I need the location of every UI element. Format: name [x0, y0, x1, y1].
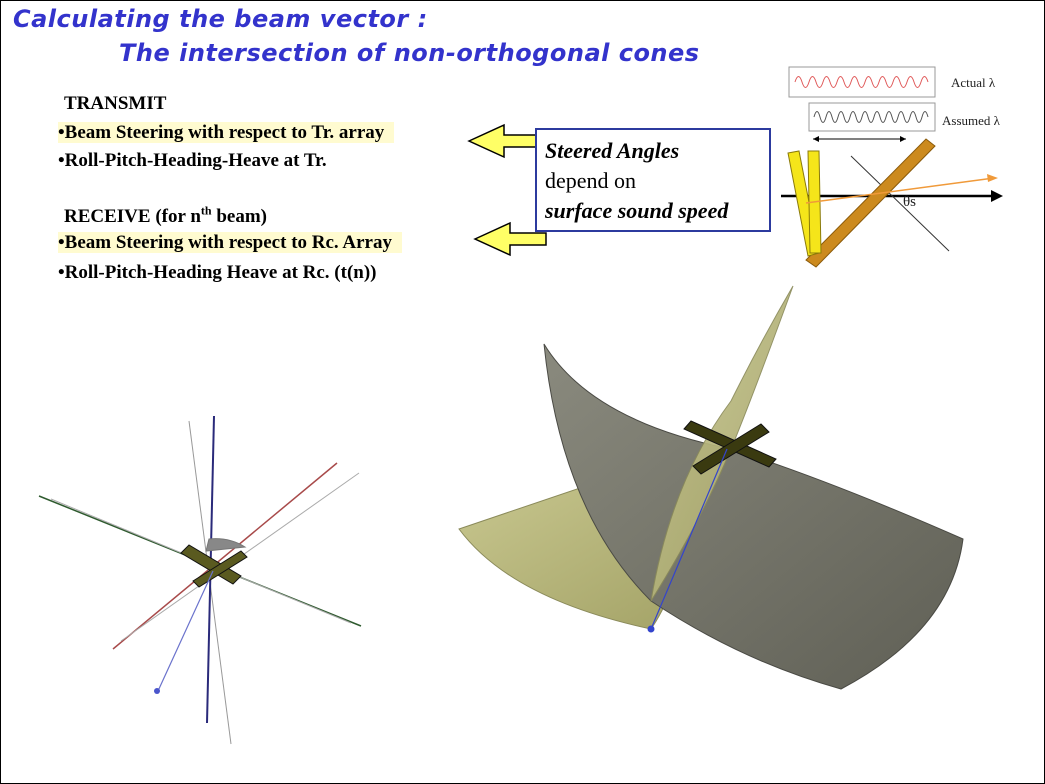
transmit-bullet-steering-text: •Beam Steering with respect to Tr. array [58, 122, 395, 143]
beam-vector-endpoint [647, 625, 655, 633]
steered-angles-callout: Steered Angles depend on surface sound s… [535, 128, 771, 232]
transmit-bullet-steering: •Beam Steering with respect to Tr. array [58, 121, 395, 145]
receive-bullet-steering: •Beam Steering with respect to Rc. Array [58, 231, 402, 255]
steering-angle-label: θs [903, 194, 917, 210]
actual-wave [794, 76, 929, 88]
receive-bullet-motion: •Roll-Pitch-Heading Heave at Rc. (t(n)) [58, 262, 377, 283]
beam-vector-line [650, 448, 728, 630]
small-beam-vector [157, 570, 214, 692]
array-b [692, 423, 770, 475]
normal-line [850, 155, 950, 252]
receive-heading-pre: RECEIVE (for n [64, 206, 201, 227]
array-bar-orange [805, 138, 936, 268]
beam-lines-3d-diagram [38, 415, 362, 745]
transmit-heading: TRANSMIT [64, 93, 167, 114]
slide-title-line2: The intersection of non-orthogonal cones [119, 39, 700, 67]
arrow-to-transmit [467, 123, 542, 159]
receive-bullet-steering-text: •Beam Steering with respect to Rc. Array [58, 232, 402, 253]
arrow-to-receive [473, 221, 547, 257]
cone-intersection-diagram [458, 285, 964, 690]
callout-line1: Steered Angles [545, 138, 680, 163]
slide-title-line1: Calculating the beam vector : [13, 5, 428, 33]
receive-heading: RECEIVE (for nth beam) [64, 205, 267, 229]
assumed-wave [813, 111, 929, 123]
steering-wave-diagram [781, 66, 1003, 268]
receive-heading-sup: th [200, 203, 212, 218]
small-array-b [192, 550, 248, 588]
actual-wavelength-label: Actual λ [951, 75, 996, 90]
small-beam-endpoint [154, 688, 160, 694]
small-cone [205, 538, 247, 552]
red-cone-line [112, 462, 338, 650]
callout-line3: surface sound speed [545, 198, 729, 223]
actual-wave-box [788, 66, 936, 98]
receive-heading-post: beam) [211, 206, 267, 227]
steered-beam-line [805, 177, 995, 204]
assumed-wave-box [808, 102, 936, 132]
assumed-wavelength-label: Assumed λ [942, 113, 1000, 128]
callout-line2: depend on [545, 168, 637, 193]
transmit-bullet-motion: •Roll-Pitch-Heading-Heave at Tr. [58, 150, 327, 171]
transmit-cone [543, 343, 964, 690]
